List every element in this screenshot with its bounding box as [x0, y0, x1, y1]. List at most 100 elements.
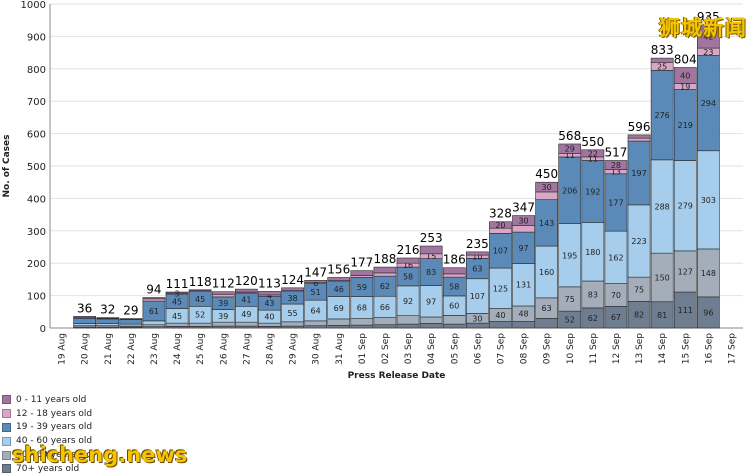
bar-total-label: 216 [397, 243, 420, 257]
legend-label: 19 - 39 years old [16, 422, 92, 432]
bar-segment [212, 294, 234, 297]
x-tick-label: 04 Sep [427, 333, 437, 365]
bar-segment [420, 323, 442, 328]
segment-value-label: 38 [287, 294, 297, 303]
watermark-top: 狮城新闻 [659, 12, 747, 42]
segment-value-label: 111 [678, 306, 693, 315]
segment-value-label: 41 [241, 296, 251, 305]
x-tick-label: 22 Aug [127, 333, 137, 365]
segment-value-label: 58 [403, 272, 413, 281]
segment-value-label: 58 [449, 283, 459, 292]
segment-value-label: 192 [585, 188, 600, 197]
bar-total-label: 347 [512, 201, 535, 215]
x-tick-label: 31 Aug [335, 333, 345, 365]
x-axis-title: Press Release Date [348, 371, 446, 381]
segment-value-label: 92 [403, 297, 413, 306]
segment-value-label: 180 [585, 248, 600, 257]
x-tick-label: 11 Sep [589, 333, 599, 365]
legend-label: 0 - 11 years old [16, 395, 86, 405]
bar-segment [374, 325, 396, 328]
x-tick-label: 12 Sep [612, 333, 622, 365]
segment-value-label: 63 [472, 265, 482, 274]
segment-value-label: 160 [539, 268, 554, 277]
segment-value-label: 63 [542, 304, 552, 313]
y-tick-label: 800 [27, 65, 46, 76]
y-tick-label: 1000 [21, 0, 46, 11]
y-tick-label: 600 [27, 130, 46, 141]
segment-value-label: 20 [495, 221, 505, 230]
y-tick-label: 900 [27, 32, 46, 43]
bar-segment [651, 58, 673, 62]
bar-segment [374, 267, 396, 273]
bar-total-label: 568 [558, 129, 581, 143]
legend-swatch [2, 423, 11, 432]
bar-total-label: 94 [146, 283, 161, 297]
bar-segment [374, 273, 396, 276]
segment-value-label: 39 [218, 312, 228, 321]
bar-total-label: 29 [123, 304, 138, 318]
segment-value-label: 279 [678, 202, 693, 211]
x-tick-label: 21 Aug [104, 333, 114, 365]
segment-value-label: 150 [655, 273, 670, 282]
bar-total-label: 450 [535, 167, 558, 181]
segment-value-label: 75 [634, 285, 644, 294]
bar-segment [443, 268, 465, 274]
bar-total-label: 118 [189, 275, 212, 289]
bar-total-label: 156 [327, 262, 350, 276]
legend-item: 19 - 39 years old [2, 421, 92, 435]
bar-segment [443, 324, 465, 328]
segment-value-label: 49 [241, 310, 251, 319]
bar-total-label: 112 [212, 277, 235, 291]
bar-total-label: 111 [166, 277, 189, 291]
bar-segment [443, 274, 465, 277]
x-tick-label: 30 Aug [312, 333, 322, 365]
segment-value-label: 148 [701, 269, 716, 278]
segment-value-label: 197 [631, 169, 646, 178]
bar-segment [489, 322, 511, 328]
bar-segment [420, 317, 442, 323]
segment-value-label: 70 [611, 291, 621, 300]
x-tick-label: 23 Aug [150, 333, 160, 365]
segment-value-label: 46 [334, 285, 344, 294]
y-axis-title: No. of Cases [2, 135, 12, 198]
bar-segment [536, 318, 558, 328]
bar-total-label: 124 [281, 273, 304, 287]
bar-segment [328, 325, 350, 328]
legend-label: 12 - 18 years old [16, 409, 92, 419]
bar-segment [189, 290, 211, 291]
bar-segment [397, 324, 419, 328]
bar-segment [235, 289, 257, 292]
bar-segment [258, 291, 280, 295]
segment-value-label: 97 [518, 244, 528, 253]
legend-item: 12 - 18 years old [2, 407, 92, 421]
bar-segment [282, 288, 304, 291]
x-tick-label: 05 Sep [450, 333, 460, 365]
segment-value-label: 75 [565, 295, 575, 304]
bar-segment [305, 321, 327, 326]
segment-value-label: 40 [264, 313, 274, 322]
segment-value-label: 107 [493, 247, 508, 256]
segment-value-label: 60 [449, 302, 459, 311]
segment-value-label: 223 [631, 237, 646, 246]
segment-value-label: 40 [495, 311, 505, 320]
bar-segment [143, 298, 165, 299]
bar-total-label: 36 [77, 301, 92, 315]
segment-value-label: 69 [334, 304, 344, 313]
bar-segment [351, 325, 373, 328]
bar-segment [212, 292, 234, 295]
bar-segment [420, 246, 442, 254]
segment-value-label: 276 [655, 111, 670, 120]
bar-segment [97, 319, 119, 324]
bar-segment [443, 315, 465, 324]
segment-value-label: 206 [562, 186, 577, 195]
y-tick-label: 700 [27, 97, 46, 108]
bar-total-label: 550 [581, 135, 604, 149]
bar-segment [305, 280, 327, 282]
x-tick-label: 27 Aug [242, 333, 252, 365]
bar-segment [97, 318, 119, 319]
bar-segment [166, 323, 188, 326]
segment-value-label: 30 [542, 183, 552, 192]
segment-value-label: 83 [426, 268, 436, 277]
segment-value-label: 219 [678, 121, 693, 130]
segment-value-label: 28 [611, 161, 621, 170]
